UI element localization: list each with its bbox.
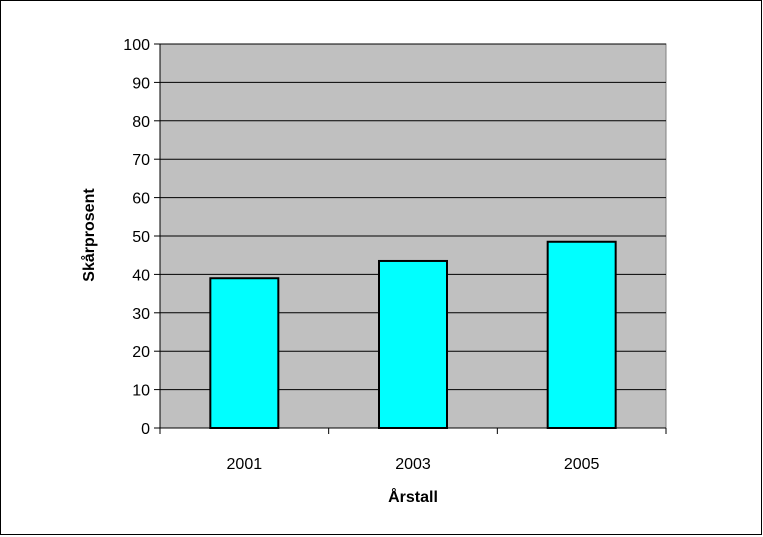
x-axis-ticks: 2001 2003 2005 <box>159 428 667 473</box>
y-tick-label: 10 <box>132 383 150 400</box>
y-tick-label: 80 <box>132 114 150 131</box>
y-tick-label: 70 <box>132 152 150 169</box>
y-tick-label: 100 <box>123 37 150 54</box>
x-tick-label: 2003 <box>395 456 431 473</box>
y-axis-ticks: 0 10 20 30 40 50 60 70 80 90 100 <box>123 37 160 438</box>
y-tick-label: 30 <box>132 306 150 323</box>
y-tick-label: 40 <box>132 267 150 284</box>
y-tick-label: 0 <box>141 421 150 438</box>
bar-2005 <box>546 240 617 429</box>
bar-2001 <box>209 277 280 429</box>
x-axis-title: Årstall <box>388 487 438 506</box>
bar-2003 <box>378 259 448 429</box>
x-tick-label: 2001 <box>227 456 263 473</box>
y-tick-label: 90 <box>132 75 150 92</box>
x-tick-label: 2005 <box>564 456 600 473</box>
y-tick-label: 60 <box>132 191 150 208</box>
y-axis-title: Skårprosent <box>80 188 98 282</box>
y-tick-label: 20 <box>132 344 150 361</box>
y-tick-label: 50 <box>132 229 150 246</box>
